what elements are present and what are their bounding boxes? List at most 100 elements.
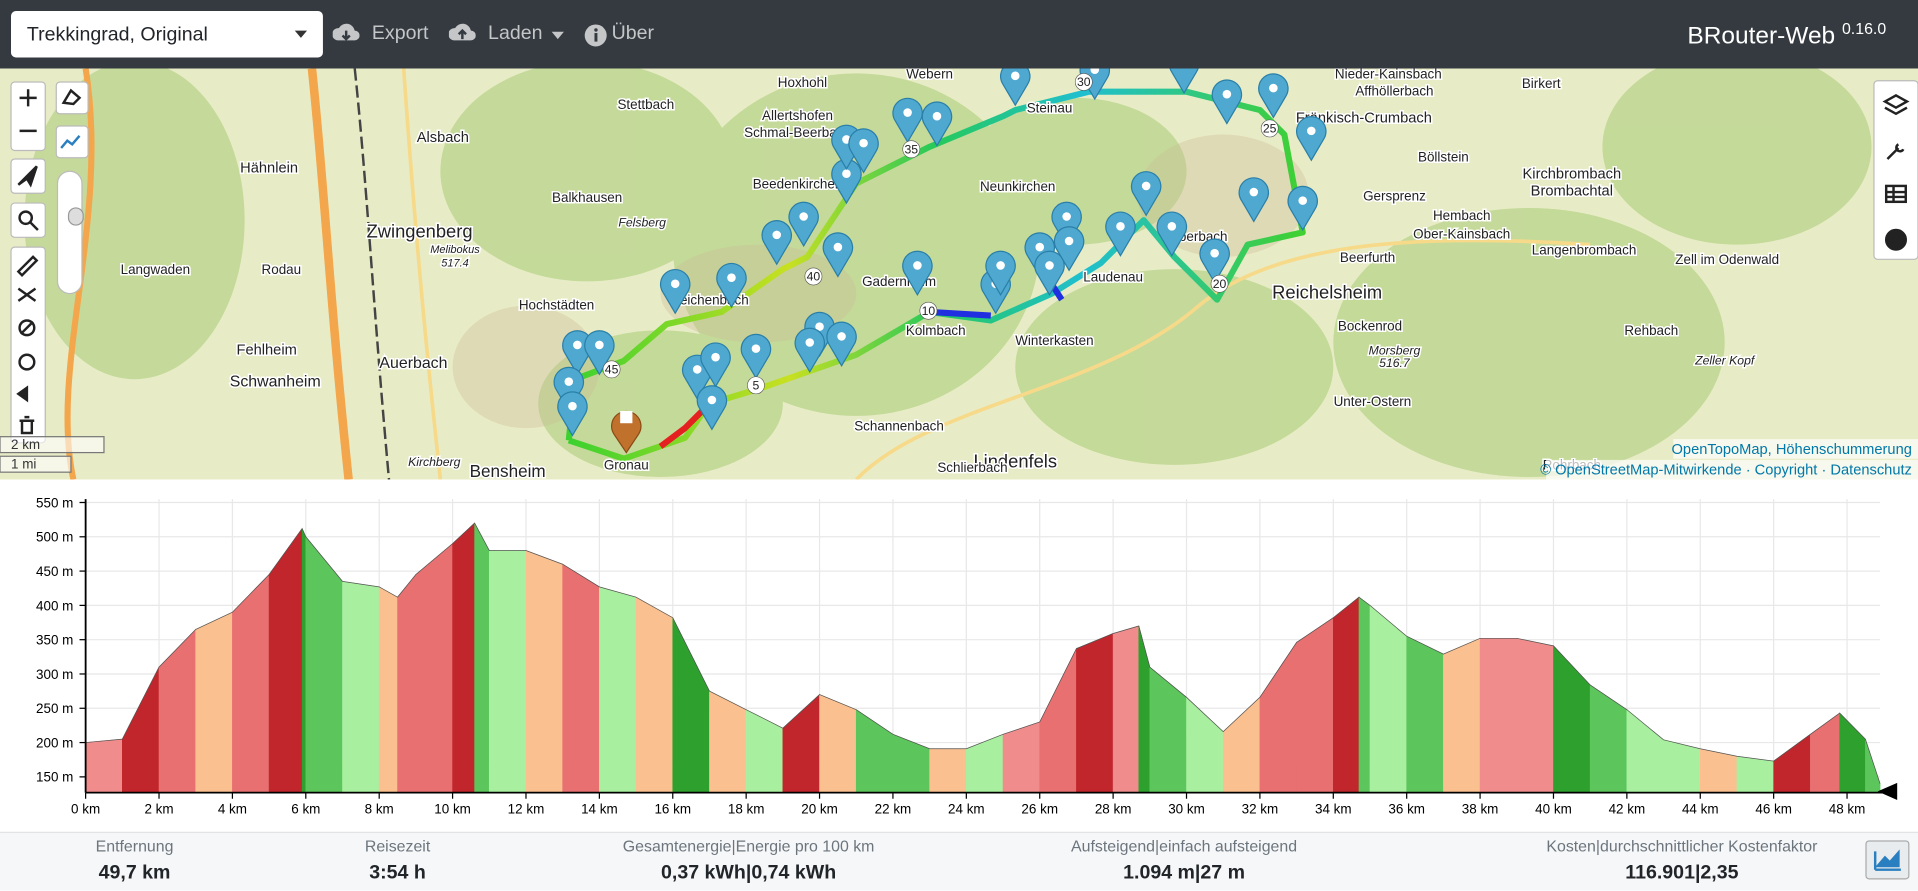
place-label: Beerfurth (1340, 250, 1395, 265)
elevation-segment (1332, 596, 1360, 793)
load-icon (448, 23, 476, 41)
x-tick-label: 28 km (1095, 801, 1132, 816)
place-label: Winterkasten (1015, 333, 1093, 348)
km-label: 35 (904, 143, 918, 157)
profile-select[interactable]: Trekkingrad, Original (11, 11, 323, 58)
place-label: Fränkisch-Crumbach (1296, 110, 1432, 126)
pin-dot (1062, 212, 1071, 221)
elevation-segment (85, 738, 123, 793)
x-tick-label: 20 km (801, 801, 838, 816)
elevation-segment (232, 573, 270, 793)
menu-export[interactable]: Export (371, 23, 429, 45)
place-label: 517.4 (441, 258, 469, 270)
waypoint-pin (794, 327, 826, 374)
waypoint-pin (848, 128, 879, 174)
x-tick-label: 26 km (1021, 801, 1058, 816)
waypoint-pin (1105, 211, 1136, 257)
export-icon (332, 23, 360, 41)
waypoint-pin (740, 333, 772, 380)
elevation-segment (599, 586, 637, 793)
place-label: Kolmbach (906, 323, 966, 338)
elevation-segment (1369, 604, 1407, 793)
elevation-segment (415, 542, 453, 793)
km-badge (902, 140, 921, 159)
km-label: 40 (807, 270, 821, 284)
waypoint-pin (1000, 68, 1031, 107)
pin-dot (573, 340, 582, 350)
place-label: Bockenrod (1338, 318, 1402, 333)
elevation-segment (452, 522, 475, 793)
pin-dot (711, 352, 720, 362)
scale-bar: 2 km 1 mi (0, 436, 105, 473)
place-label: Schmal-Beerbach (744, 125, 851, 140)
elevation-segment (1358, 596, 1371, 793)
x-tick-label: 40 km (1535, 801, 1572, 816)
x-tick-label: 16 km (654, 801, 691, 816)
pin-dot (903, 108, 912, 117)
elevation-segment (488, 550, 527, 793)
chart-toggle[interactable] (1865, 840, 1910, 880)
stat-label: Entfernung (95, 836, 174, 856)
pin-dot (913, 261, 922, 270)
place-label: Melibokus (430, 244, 480, 256)
elevation-segment (525, 550, 563, 793)
y-tick-label: 400 m (36, 598, 73, 613)
km-label: 30 (1077, 75, 1091, 89)
elevation-segment (1516, 637, 1554, 793)
menu-load[interactable]: Laden (488, 23, 543, 45)
place-label: Auerbach (379, 355, 447, 372)
place-label: Beedenkirchen (753, 176, 843, 191)
attribution-osm[interactable]: © OpenStreetMap-Mitwirkende · Copyright … (1540, 463, 1912, 479)
pin-dot (805, 338, 815, 347)
place-label: Langwaden (121, 262, 191, 277)
km-label: 45 (605, 363, 619, 377)
pin-dot (707, 395, 717, 405)
place-label: Schwanheim (230, 374, 321, 391)
brand-name: BRouter-Web (1687, 22, 1836, 50)
place-label: Felsberg (618, 215, 666, 229)
pin-dot (772, 230, 782, 240)
place-label: Böllstein (1418, 149, 1469, 164)
km-label: 20 (1213, 277, 1227, 291)
place-label: 516.7 (1379, 356, 1411, 370)
stat-label: Gesamtenergie|Energie pro 100 km (622, 836, 875, 856)
waypoint-pin (788, 201, 819, 248)
place-label: Rodau (262, 262, 302, 277)
x-tick-label: 24 km (948, 801, 985, 816)
y-tick-label: 500 m (36, 530, 73, 545)
pin-dot (1269, 83, 1278, 93)
pin-dot (1167, 222, 1177, 231)
stat-label: Kosten|durchschnittlicher Kostenfaktor (1546, 836, 1818, 856)
place-label: Schlierbach (937, 460, 1007, 475)
elevation-segment (1112, 625, 1140, 793)
pin-dot (568, 401, 577, 411)
pin-dot (692, 365, 702, 374)
pin-dot (833, 242, 843, 252)
waypoint-pin (1296, 116, 1327, 162)
x-tick-label: 10 km (434, 801, 471, 816)
menu-about[interactable]: Über (611, 23, 655, 45)
x-tick-label: 48 km (1829, 801, 1866, 816)
pin-dot (1210, 248, 1219, 258)
elevation-segment (819, 694, 857, 793)
x-tick-label: 46 km (1755, 801, 1792, 816)
attribution-topo[interactable]: OpenTopoMap, Höhenschummerung (1672, 442, 1912, 458)
place-label: Nieder-Kainsbach (1335, 68, 1442, 81)
pin-dot (1222, 89, 1232, 99)
elevation-line (85, 522, 1881, 784)
waypoint-pin (553, 366, 585, 413)
x-tick-label: 30 km (1168, 801, 1205, 816)
end-arrow (1877, 782, 1898, 800)
km-badge (919, 301, 938, 320)
place-label: Gronau (604, 458, 649, 473)
km-badge (1074, 73, 1093, 91)
km-badge (1210, 274, 1229, 293)
stat-label: Aufsteigend|einfach aufsteigend (1071, 836, 1298, 856)
y-tick-label: 250 m (36, 701, 73, 716)
waypoint-pin (557, 391, 588, 437)
waypoint-pin (822, 232, 854, 278)
map[interactable]: Zwingenberg Melibokus 517.4 Hochstädten Auer… (0, 68, 1918, 480)
pin-dot (799, 212, 808, 221)
elevation-segment (342, 581, 380, 793)
place-label: Steinau (1027, 101, 1073, 116)
